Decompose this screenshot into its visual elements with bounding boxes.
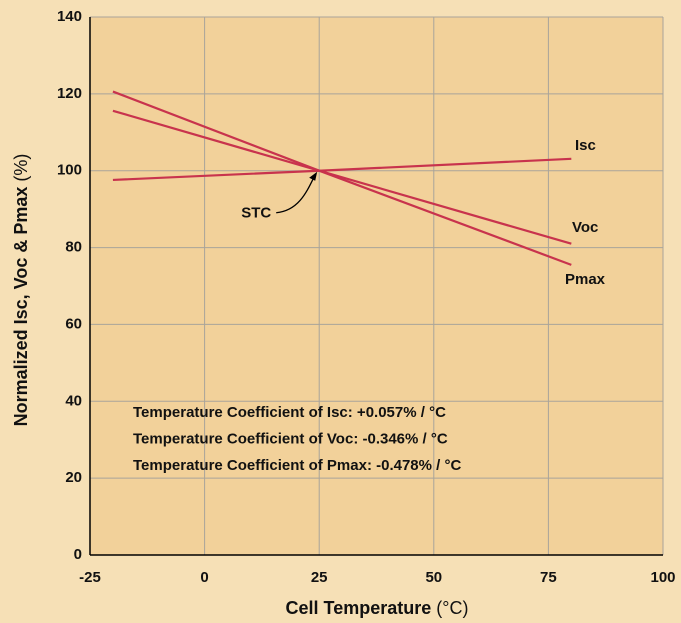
y-tick-label: 20 (65, 469, 82, 486)
arrow-head (309, 171, 318, 181)
point-annotation: STC (241, 205, 271, 222)
y-tick-label: 140 (57, 8, 82, 25)
y-tick-label: 80 (65, 239, 82, 256)
plot-area (90, 17, 663, 555)
x-tick-label: 0 (200, 569, 208, 586)
x-tick-label: -25 (79, 569, 101, 586)
y-tick-label: 120 (57, 85, 82, 102)
x-tick-label: 75 (540, 569, 557, 586)
coefficient-note: Temperature Coefficient of Pmax: -0.478%… (133, 457, 461, 474)
y-tick-label: 40 (65, 392, 82, 409)
x-axis-title: Cell Temperature (286, 598, 432, 618)
coefficient-note: Temperature Coefficient of Isc: +0.057% … (133, 404, 446, 421)
series-label: Isc (575, 137, 596, 154)
series-label: Pmax (565, 271, 606, 288)
y-axis-unit: (%) (11, 154, 31, 182)
y-axis-title: Normalized Isc, Voc & Pmax (11, 187, 31, 427)
x-tick-label: 50 (425, 569, 442, 586)
series-line (112, 90, 572, 266)
x-tick-label: 25 (311, 569, 328, 586)
coefficient-note: Temperature Coefficient of Voc: -0.346% … (133, 430, 448, 447)
series-label: Voc (572, 219, 598, 236)
y-tick-label: 60 (65, 315, 82, 332)
x-tick-label: 100 (650, 569, 675, 586)
y-tick-label: 0 (74, 546, 82, 563)
y-axis-label: Normalized Isc, Voc & Pmax (%) (11, 154, 31, 427)
y-tick-label: 100 (57, 162, 82, 179)
x-axis-unit: (°C) (436, 598, 468, 618)
x-axis-label: Cell Temperature (°C) (286, 598, 469, 618)
